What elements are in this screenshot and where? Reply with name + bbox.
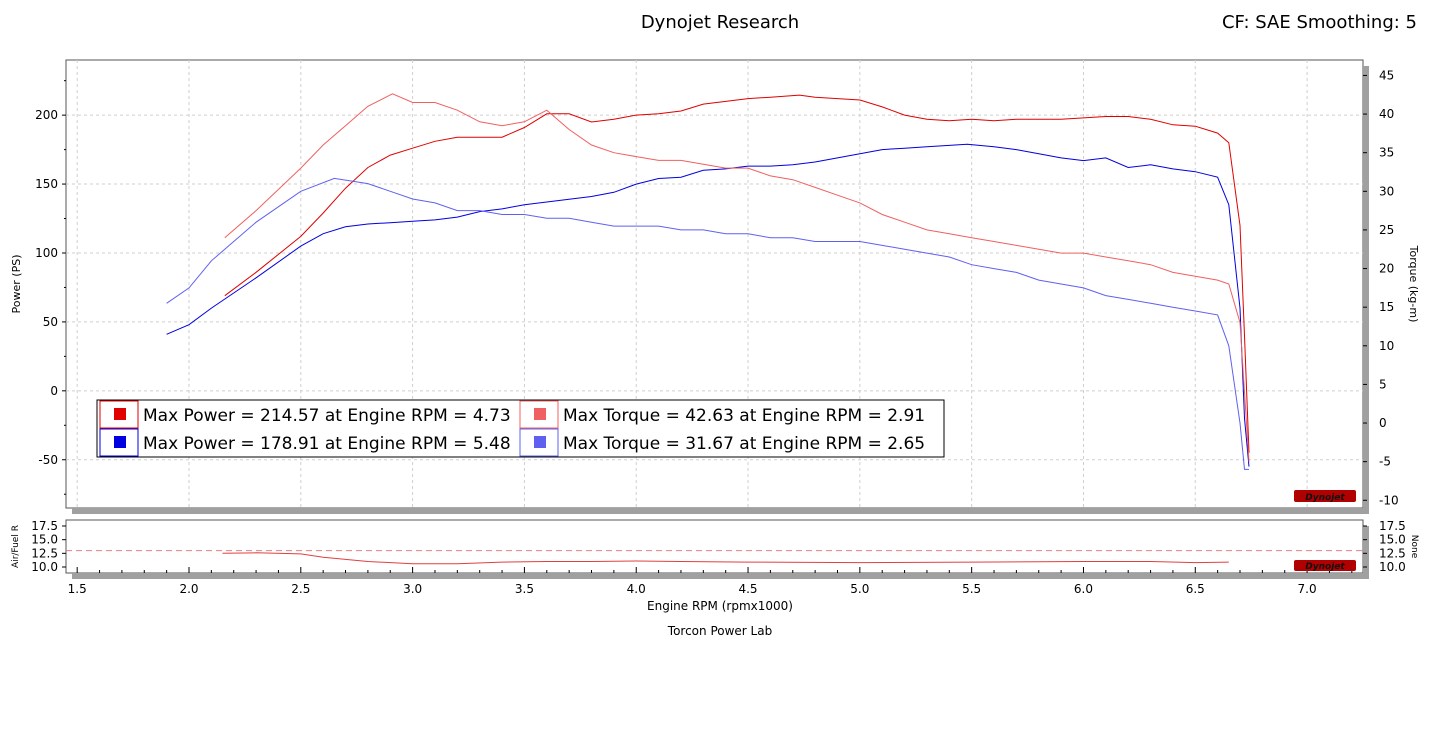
main-plot-right-bevel bbox=[1363, 66, 1369, 514]
x-tick-label: 6.5 bbox=[1186, 582, 1205, 596]
y-tick-label: 50 bbox=[43, 315, 58, 329]
x-tick-label: 2.5 bbox=[291, 582, 310, 596]
chart-title: Dynojet Research bbox=[640, 12, 800, 33]
y2-tick-label: -10 bbox=[1379, 493, 1399, 507]
afr-y-axis-label: Air/Fuel R bbox=[11, 525, 21, 568]
legend-swatch bbox=[114, 436, 126, 448]
legend-label: Max Torque = 31.67 at Engine RPM = 2.65 bbox=[563, 434, 925, 454]
dynojet-logo: Dynojet bbox=[1294, 560, 1356, 572]
logo-badge bbox=[1294, 490, 1356, 502]
x-tick-label: 6.0 bbox=[1074, 582, 1093, 596]
legend-label: Max Power = 214.57 at Engine RPM = 4.73 bbox=[143, 406, 511, 426]
y2-tick-label: -5 bbox=[1379, 455, 1391, 469]
x-tick-label: 5.5 bbox=[962, 582, 981, 596]
x-tick-label: 7.0 bbox=[1298, 582, 1317, 596]
afr-plot-right-bevel bbox=[1363, 526, 1369, 579]
afr-y-tick-label: 10.0 bbox=[31, 560, 58, 574]
y2-tick-label: 40 bbox=[1379, 107, 1394, 121]
afr-plot: 10.012.515.017.510.012.515.017.51.5 2.0 2.… bbox=[11, 519, 1419, 596]
y2-tick-label: 10 bbox=[1379, 339, 1394, 353]
y-tick-label: 100 bbox=[35, 246, 58, 260]
y2-tick-label: 15 bbox=[1379, 300, 1394, 314]
correction-factor-label: CF: SAE Smoothing: 5 bbox=[1221, 12, 1417, 33]
x-tick-label: 5.0 bbox=[850, 582, 869, 596]
main-plot-bottom-bevel bbox=[72, 508, 1368, 514]
footer-text: Torcon Power Lab bbox=[667, 624, 773, 638]
y2-tick-label: 5 bbox=[1379, 377, 1387, 391]
x-tick-label: 2.0 bbox=[179, 582, 198, 596]
y2-axis-label: Torque (kg-m) bbox=[1407, 245, 1420, 323]
logo-badge bbox=[1294, 560, 1356, 571]
y-axis-label: Power (PS) bbox=[10, 255, 23, 314]
y2-tick-label: 20 bbox=[1379, 262, 1394, 276]
afr-y-tick-label: 12.5 bbox=[31, 546, 58, 560]
x-axis-label: Engine RPM (rpmx1000) bbox=[647, 599, 793, 613]
logo-text: Dynojet bbox=[1305, 493, 1345, 503]
series-line-1 bbox=[166, 143, 1250, 467]
afr-plot-bottom-bevel bbox=[72, 573, 1368, 579]
y-tick-label: -50 bbox=[38, 453, 58, 467]
afr-y2-tick-label: 15.0 bbox=[1379, 533, 1406, 547]
series-line-3 bbox=[166, 177, 1249, 470]
legend-swatch bbox=[534, 408, 546, 420]
y2-tick-label: 30 bbox=[1379, 184, 1394, 198]
afr-y2-tick-label: 12.5 bbox=[1379, 546, 1406, 560]
y2-tick-label: 45 bbox=[1379, 68, 1394, 82]
y2-tick-label: 0 bbox=[1379, 416, 1387, 430]
logo-text: Dynojet bbox=[1305, 562, 1345, 572]
series-line-2 bbox=[224, 93, 1250, 462]
legend-label: Max Power = 178.91 at Engine RPM = 5.48 bbox=[143, 434, 511, 454]
x-tick-label: 4.0 bbox=[627, 582, 646, 596]
x-tick-label: 4.5 bbox=[738, 582, 757, 596]
x-tick-label: 1.5 bbox=[68, 582, 87, 596]
y-tick-label: 150 bbox=[35, 177, 58, 191]
y2-tick-label: 25 bbox=[1379, 223, 1394, 237]
afr-series-line bbox=[222, 552, 1229, 565]
afr-y2-tick-label: 17.5 bbox=[1379, 519, 1406, 533]
x-tick-label: 3.5 bbox=[515, 582, 534, 596]
legend-swatch bbox=[114, 408, 126, 420]
y-tick-label: 200 bbox=[35, 108, 58, 122]
afr-y2-axis-label: None bbox=[1409, 535, 1419, 559]
afr-y-tick-label: 17.5 bbox=[31, 519, 58, 533]
x-tick-label: 3.0 bbox=[403, 582, 422, 596]
afr-y-tick-label: 15.0 bbox=[31, 533, 58, 547]
afr-y2-tick-label: 10.0 bbox=[1379, 560, 1406, 574]
afr-plot-frame bbox=[65, 519, 1364, 574]
series-line-0 bbox=[224, 94, 1250, 453]
legend-label: Max Torque = 42.63 at Engine RPM = 2.91 bbox=[563, 406, 925, 426]
legend-swatch bbox=[534, 436, 546, 448]
dynojet-logo: Dynojet bbox=[1294, 490, 1356, 503]
y2-tick-label: 35 bbox=[1379, 146, 1394, 160]
y-tick-label: 0 bbox=[50, 384, 58, 398]
legend: Max Power = 214.57 at Engine RPM = 4.73 M… bbox=[96, 399, 945, 458]
